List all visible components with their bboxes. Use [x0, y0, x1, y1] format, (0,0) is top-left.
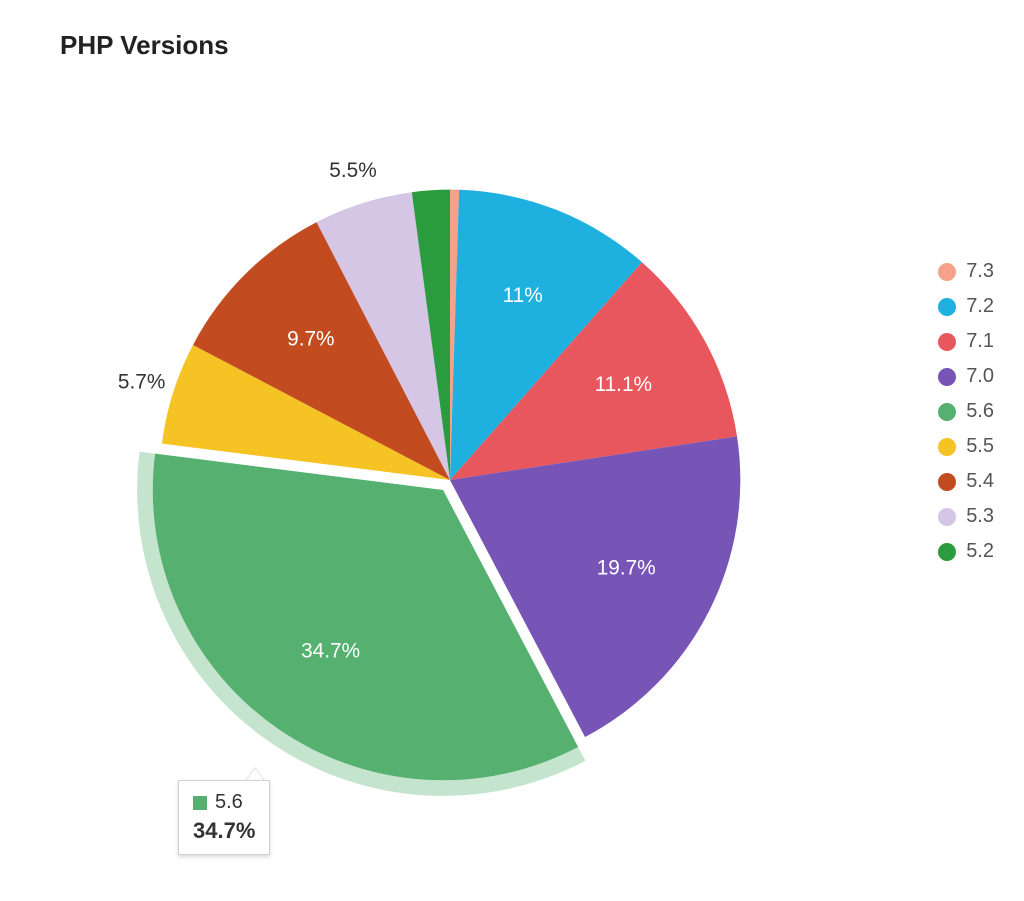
legend-item[interactable]: 5.2	[938, 540, 994, 563]
legend-item[interactable]: 7.0	[938, 365, 994, 388]
pie-slice-label: 11%	[503, 284, 543, 307]
tooltip-swatch-icon	[193, 796, 207, 810]
pie-slice-label: 34.7%	[301, 640, 360, 663]
pie-slice-label: 9.7%	[287, 327, 334, 350]
legend-swatch-icon	[938, 263, 956, 281]
legend-item[interactable]: 7.3	[938, 260, 994, 283]
pie-slice-label: 5.5%	[329, 159, 376, 182]
pie-chart: 11% 11.1% 19.7% 34.7% 5.7% 9.7% 5.5%	[60, 90, 840, 870]
legend-label: 7.2	[966, 295, 994, 318]
legend-label: 5.4	[966, 470, 994, 493]
tooltip: 5.6 34.7%	[178, 780, 270, 855]
legend-swatch-icon	[938, 543, 956, 561]
legend-swatch-icon	[938, 438, 956, 456]
tooltip-value: 34.7%	[193, 818, 255, 844]
legend-label: 7.3	[966, 260, 994, 283]
tooltip-label: 5.6	[215, 791, 243, 814]
legend-swatch-icon	[938, 368, 956, 386]
legend-label: 5.2	[966, 540, 994, 563]
legend-item[interactable]: 7.2	[938, 295, 994, 318]
pie-slice-label: 19.7%	[597, 557, 656, 580]
legend-item[interactable]: 5.3	[938, 505, 994, 528]
legend-item[interactable]: 5.4	[938, 470, 994, 493]
legend-item[interactable]: 5.6	[938, 400, 994, 423]
legend-label: 5.3	[966, 505, 994, 528]
legend-swatch-icon	[938, 298, 956, 316]
legend-swatch-icon	[938, 508, 956, 526]
pie-slice-label: 5.7%	[118, 371, 165, 394]
legend: 7.3 7.2 7.1 7.0 5.6 5.5 5.4 5.3 5.2	[938, 260, 994, 563]
legend-item[interactable]: 5.5	[938, 435, 994, 458]
legend-label: 7.0	[966, 365, 994, 388]
legend-swatch-icon	[938, 403, 956, 421]
legend-item[interactable]: 7.1	[938, 330, 994, 353]
chart-title: PHP Versions	[60, 30, 229, 61]
legend-label: 7.1	[966, 330, 994, 353]
legend-swatch-icon	[938, 333, 956, 351]
pie-slice-label: 11.1%	[595, 373, 652, 396]
legend-label: 5.5	[966, 435, 994, 458]
legend-swatch-icon	[938, 473, 956, 491]
legend-label: 5.6	[966, 400, 994, 423]
